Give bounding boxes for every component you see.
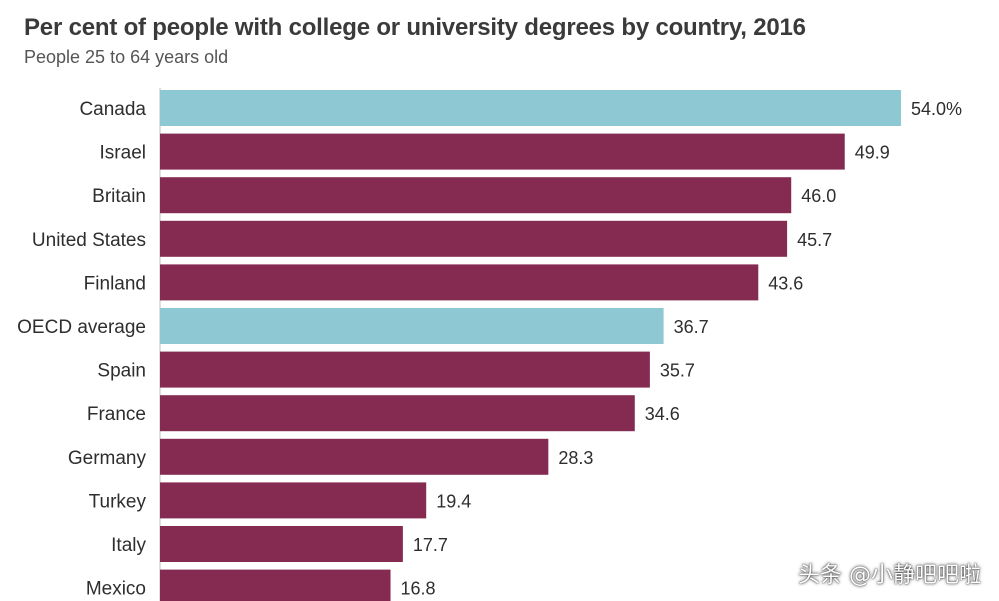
value-label-germany: 28.3: [558, 448, 593, 468]
category-label-germany: Germany: [68, 448, 147, 469]
category-label-oecd-average: OECD average: [17, 317, 146, 338]
category-label-turkey: Turkey: [89, 491, 147, 512]
value-label-finland: 43.6: [768, 273, 803, 293]
bar-united-states: [160, 220, 788, 257]
bar-group-france: France 34.6: [87, 395, 680, 432]
value-label-oecd-average: 36.7: [674, 317, 709, 337]
value-label-france: 34.6: [645, 404, 680, 424]
category-label-finland: Finland: [84, 273, 146, 294]
value-label-spain: 35.7: [660, 361, 695, 381]
category-label-italy: Italy: [111, 535, 146, 556]
value-label-canada: 54.0%: [911, 99, 962, 119]
bar-group-britain: Britain 46.0: [92, 177, 836, 214]
bar-spain: [160, 351, 650, 388]
category-label-canada: Canada: [79, 99, 146, 120]
bar-germany: [160, 438, 549, 475]
watermark: 头条 @小静吧吧啦: [798, 563, 981, 588]
category-label-spain: Spain: [97, 361, 146, 382]
category-label-france: France: [87, 404, 146, 425]
category-label-united-states: United States: [32, 230, 146, 251]
bar-finland: [160, 264, 759, 301]
category-label-mexico: Mexico: [86, 579, 146, 600]
bar-group-mexico: Mexico 16.8: [86, 569, 436, 601]
value-label-britain: 46.0: [801, 186, 836, 206]
bar-italy: [160, 526, 403, 562]
value-label-united-states: 45.7: [797, 230, 832, 250]
bar-group-united-states: United States 45.7: [32, 220, 832, 257]
bar-group-germany: Germany 28.3: [68, 438, 593, 475]
bar-group-oecd-average: OECD average 36.7: [17, 308, 709, 344]
bar-mexico: [160, 569, 391, 601]
value-label-israel: 49.9: [855, 143, 890, 163]
chart-subtitle: People 25 to 64 years old: [24, 47, 229, 67]
chart-title: Per cent of people with college or unive…: [24, 14, 806, 41]
category-label-britain: Britain: [92, 186, 146, 207]
bar-canada: [160, 90, 901, 126]
bar-group-canada: Canada 54.0%: [79, 90, 962, 126]
bar-group-turkey: Turkey 19.4: [89, 482, 471, 519]
bar-france: [160, 395, 635, 432]
bar-group-italy: Italy 17.7: [111, 526, 448, 562]
bar-group-israel: Israel 49.9: [100, 133, 890, 170]
value-label-italy: 17.7: [413, 535, 448, 555]
bar-britain: [160, 177, 792, 214]
bar-group-spain: Spain 35.7: [97, 351, 695, 388]
bar-oecd-average: [160, 308, 664, 344]
value-label-mexico: 16.8: [401, 579, 436, 599]
bar-turkey: [160, 482, 427, 519]
bar-israel: [160, 133, 845, 170]
value-label-turkey: 19.4: [436, 491, 471, 511]
category-label-israel: Israel: [100, 143, 146, 164]
bar-group-finland: Finland 43.6: [84, 264, 803, 301]
